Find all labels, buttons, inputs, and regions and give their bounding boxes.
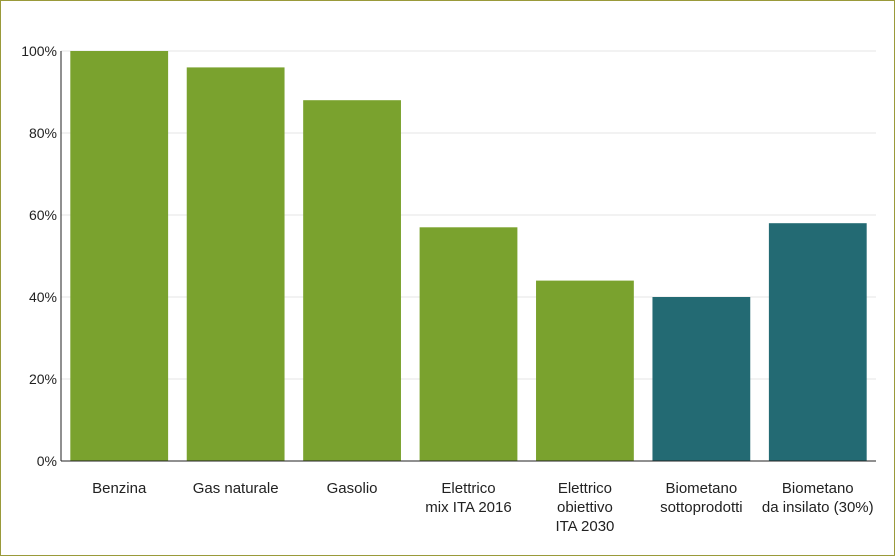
bar (536, 280, 634, 461)
bar (652, 297, 751, 461)
y-tick-label: 100% (21, 43, 57, 59)
x-tick-label: Elettrico obiettivo ITA 2030 (555, 480, 614, 535)
bar (186, 67, 285, 462)
x-tick-label-line: Biometano (665, 480, 737, 497)
x-tick-label-line: Biometano (782, 480, 854, 497)
x-tick-label: Biometano da insilato (30%) (762, 480, 874, 516)
bar (419, 227, 518, 461)
bar (70, 51, 169, 461)
y-tick-label: 60% (29, 207, 57, 223)
x-tick-label: Gasolio (327, 480, 378, 497)
y-tick-label: 80% (29, 125, 57, 141)
bar (303, 100, 401, 461)
x-tick-label-line: obiettivo (557, 499, 613, 516)
bars (70, 51, 867, 462)
bar (768, 223, 867, 461)
x-tick-label-line: Gasolio (327, 480, 378, 497)
x-axis-labels: Benzina Gas naturale Gasolio Elettrico mix I… (92, 480, 874, 535)
y-tick-label: 40% (29, 289, 57, 305)
y-axis-ticks: 0% 20% 40% 60% 80% 100% (21, 43, 57, 469)
x-tick-label-line: Benzina (92, 480, 147, 497)
x-tick-label-line: Elettrico (441, 480, 495, 497)
x-tick-label-line: mix ITA 2016 (425, 499, 511, 516)
x-tick-label: Benzina (92, 480, 147, 497)
x-tick-label-line: ITA 2030 (555, 518, 614, 535)
y-tick-label: 0% (37, 453, 57, 469)
x-tick-label-line: Elettrico (558, 480, 612, 497)
x-tick-label-line: da insilato (30%) (762, 499, 874, 516)
x-tick-label: Elettrico mix ITA 2016 (425, 480, 511, 516)
y-tick-label: 20% (29, 371, 57, 387)
x-tick-label-line: sottoprodotti (660, 499, 743, 516)
x-tick-label: Biometano sottoprodotti (660, 480, 743, 516)
x-tick-label-line: Gas naturale (193, 480, 279, 497)
x-tick-label: Gas naturale (193, 480, 279, 497)
